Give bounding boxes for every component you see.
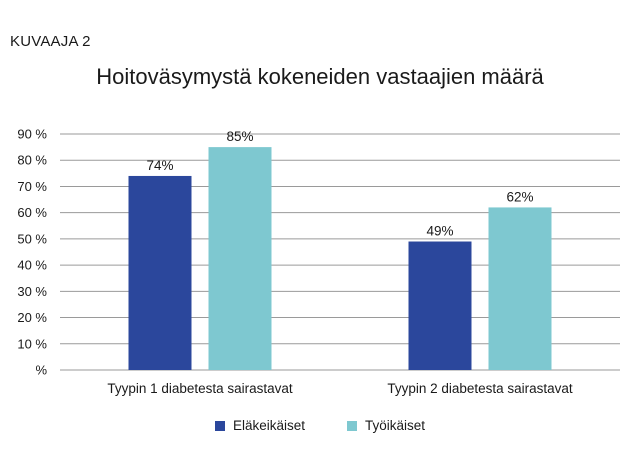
- y-tick-label: 40 %: [17, 258, 47, 273]
- figure-label: KUVAAJA 2: [10, 33, 91, 50]
- data-label: 85%: [226, 129, 253, 144]
- y-tick-label: 90 %: [17, 127, 47, 142]
- y-tick-label: 50 %: [17, 231, 47, 246]
- y-tick-label: 10 %: [17, 336, 47, 351]
- bar: [128, 175, 192, 370]
- y-tick-label: 20 %: [17, 310, 47, 325]
- legend-label-elakeikaiset: Eläkeikäiset: [232, 418, 305, 433]
- x-category-label: Tyypin 2 diabetesta sairastavat: [387, 381, 573, 396]
- y-tick-label: 30 %: [17, 284, 47, 299]
- bar: [208, 147, 272, 370]
- chart-title: Hoitoväsymystä kokeneiden vastaajien mää…: [96, 64, 544, 89]
- bar: [488, 207, 552, 370]
- bar: [408, 241, 472, 370]
- legend-swatch-tyoikaiset: [347, 420, 357, 431]
- legend-label-tyoikaiset: Työikäiset: [365, 418, 426, 433]
- legend-swatch-elakeikaiset: [214, 420, 225, 431]
- y-tick-label: %: [35, 363, 47, 378]
- data-label: 49%: [426, 224, 453, 239]
- data-label: 62%: [506, 189, 533, 204]
- y-tick-label: 70 %: [17, 179, 47, 194]
- data-label: 74%: [146, 158, 173, 173]
- legend: Eläkeikäiset Työikäiset: [0, 418, 640, 433]
- x-category-label: Tyypin 1 diabetesta sairastavat: [107, 381, 293, 396]
- y-tick-label: 60 %: [17, 205, 47, 220]
- legend-item-tyoikaiset: Työikäiset: [347, 418, 425, 433]
- legend-item-elakeikaiset: Eläkeikäiset: [214, 418, 305, 433]
- y-tick-label: 80 %: [17, 153, 47, 168]
